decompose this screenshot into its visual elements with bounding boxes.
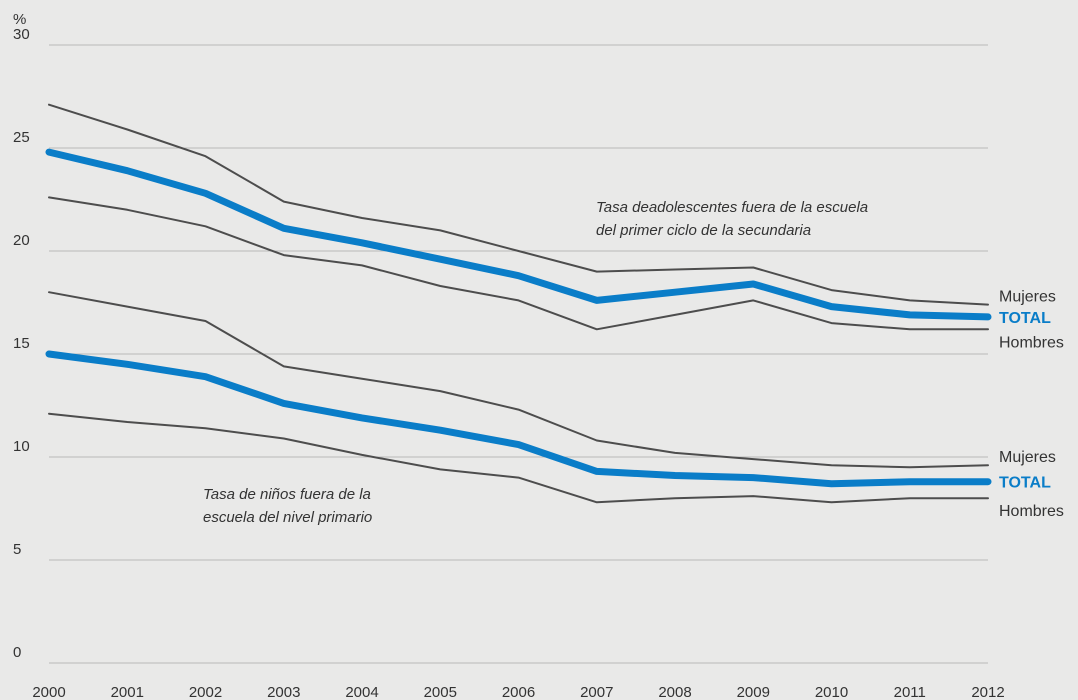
series-line-secondary-mujeres bbox=[48, 103, 989, 306]
series-line-primary-hombres bbox=[48, 412, 989, 504]
y-tick-label-20: 20 bbox=[13, 232, 30, 249]
end-label-primary-mujeres: Mujeres bbox=[999, 449, 1056, 466]
x-tick-label-2003: 2003 bbox=[267, 684, 300, 700]
series-line-secondary-hombres bbox=[48, 196, 989, 331]
y-tick-label-10: 10 bbox=[13, 438, 30, 455]
grid-lines bbox=[49, 44, 988, 664]
end-label-secondary-total: TOTAL bbox=[999, 310, 1051, 327]
x-tick-label-2007: 2007 bbox=[580, 684, 613, 700]
x-tick-label-2002: 2002 bbox=[189, 684, 222, 700]
x-tick-label-2001: 2001 bbox=[111, 684, 144, 700]
end-label-primary-total: TOTAL bbox=[999, 475, 1051, 492]
annotation-primary-line2: escuela del nivel primario bbox=[203, 509, 372, 526]
x-tick-label-2005: 2005 bbox=[424, 684, 457, 700]
end-label-secondary-mujeres: Mujeres bbox=[999, 289, 1056, 306]
x-tick-label-2012: 2012 bbox=[971, 684, 1004, 700]
y-axis-ticks: 0 5 10 15 20 25 30 bbox=[13, 26, 30, 661]
x-tick-label-2008: 2008 bbox=[658, 684, 691, 700]
series-line-secondary-total bbox=[45, 148, 992, 321]
series-line-primary-total bbox=[45, 350, 992, 488]
end-label-primary-hombres: Hombres bbox=[999, 503, 1064, 520]
series-lines bbox=[45, 103, 992, 504]
end-label-secondary-hombres: Hombres bbox=[999, 334, 1064, 351]
series-line-primary-mujeres bbox=[48, 291, 989, 469]
y-tick-label-0: 0 bbox=[13, 644, 21, 661]
x-tick-label-2000: 2000 bbox=[32, 684, 65, 700]
y-axis-label: % bbox=[13, 11, 26, 28]
y-tick-label-5: 5 bbox=[13, 541, 21, 558]
x-tick-label-2011: 2011 bbox=[894, 684, 926, 700]
annotation-primary-line1: Tasa de niños fuera de la bbox=[203, 486, 371, 503]
series-end-labels: Mujeres TOTAL Hombres Mujeres TOTAL Hombres bbox=[999, 289, 1064, 521]
x-tick-label-2010: 2010 bbox=[815, 684, 848, 700]
x-tick-label-2006: 2006 bbox=[502, 684, 535, 700]
y-tick-label-25: 25 bbox=[13, 129, 30, 146]
annotation-secondary-line1: Tasa deadolescentes fuera de la escuela bbox=[596, 199, 868, 216]
y-tick-label-15: 15 bbox=[13, 335, 30, 352]
x-tick-label-2004: 2004 bbox=[345, 684, 378, 700]
annotation-secondary-line2: del primer ciclo de la secundaria bbox=[596, 222, 811, 239]
x-axis-ticks: 2000 2001 2002 2003 2004 2005 2006 2007 2008 2009… bbox=[32, 684, 1004, 700]
x-tick-label-2009: 2009 bbox=[737, 684, 770, 700]
y-tick-label-30: 30 bbox=[13, 26, 30, 43]
